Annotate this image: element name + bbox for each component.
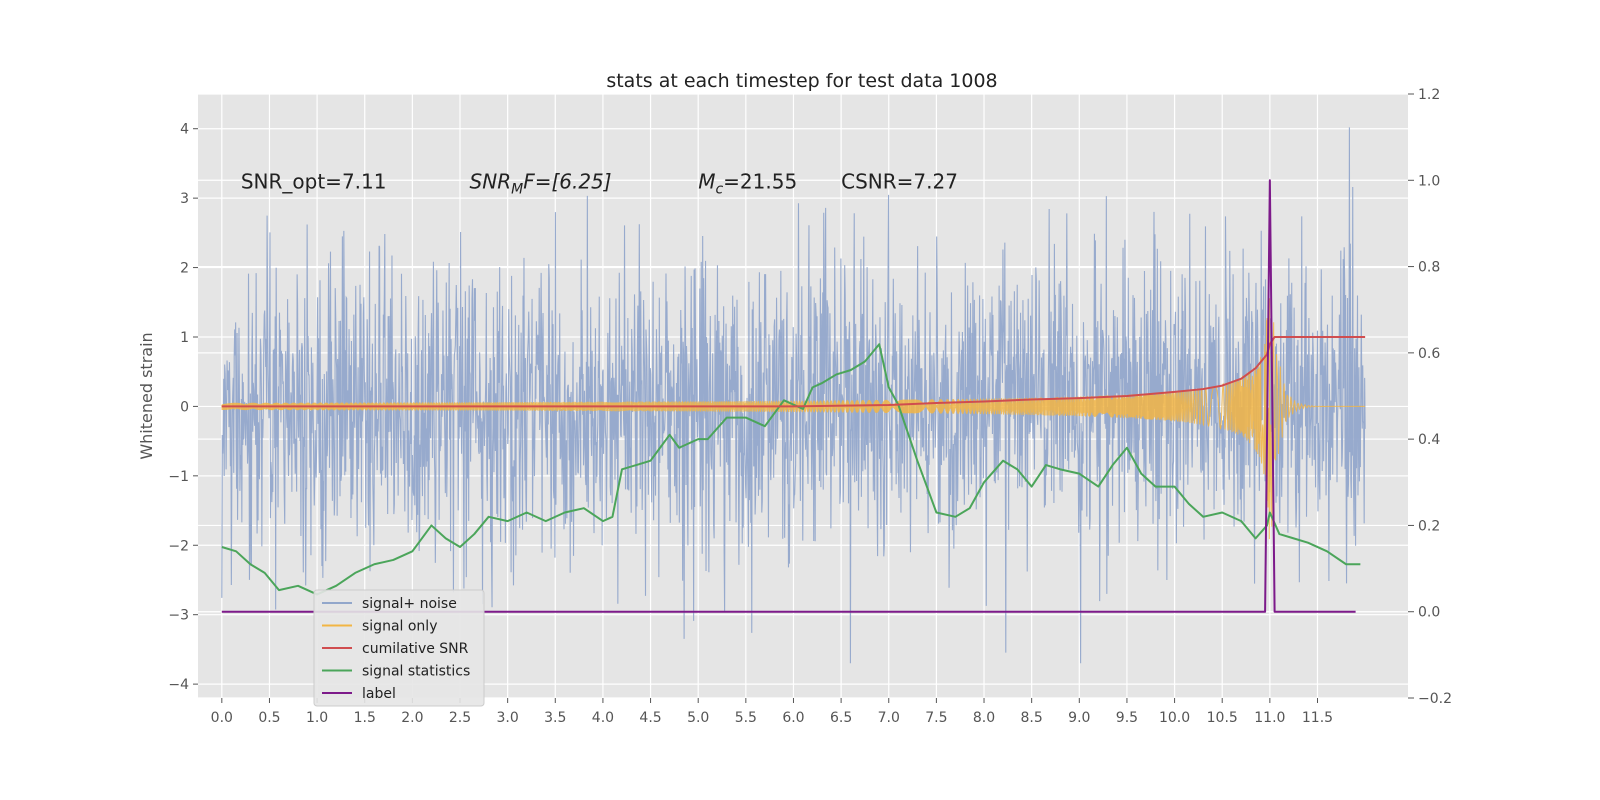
x-tick-label: 7.5 (925, 710, 947, 726)
y-axis-label: Whitened strain (137, 332, 156, 459)
chart-title: stats at each timestep for test data 100… (606, 70, 997, 92)
series-line-signal-statistics (221, 343, 1361, 596)
x-tick-label: 0.5 (258, 710, 280, 726)
annotation-text: SNRMF=[6.25] (470, 169, 612, 197)
series-signal-noise (221, 127, 1366, 664)
x-tick-label: 2.0 (401, 710, 423, 726)
y-tick-label: 2 (180, 261, 189, 277)
y-axis-left: 4 3 2 1 0 −1 −2 −3 −4 (168, 122, 198, 693)
x-tick-label: 1.5 (354, 710, 376, 726)
x-tick-label: 1.0 (306, 710, 328, 726)
annotation-subscript: c (715, 181, 723, 197)
series-lines (221, 179, 1366, 613)
x-tick-label: 5.5 (735, 710, 757, 726)
x-tick-label: 7.0 (878, 710, 900, 726)
y-tick-label: 0 (180, 399, 189, 415)
x-tick-label: 3.0 (497, 710, 519, 726)
x-tick-label: 8.5 (1021, 710, 1043, 726)
annotation-main: SNR (470, 169, 512, 193)
y2-tick-label: 0.8 (1418, 260, 1440, 276)
annotations: SNR_opt=7.11 SNRMF=[6.25] Mc=21.55 CSNR=7.2… (241, 169, 958, 197)
x-tick-label: 0.0 (211, 710, 233, 726)
annotation-text: Mc=21.55 (698, 169, 797, 197)
y-tick-label: 1 (180, 330, 189, 346)
annotation-rest: =21.55 (723, 169, 797, 193)
legend-label: label (362, 686, 396, 702)
x-tick-label: 6.5 (830, 710, 852, 726)
y2-tick-label: 1.0 (1418, 173, 1440, 189)
legend-label: cumilative SNR (362, 641, 469, 657)
legend-label: signal only (362, 619, 437, 635)
x-tick-label: 8.0 (973, 710, 995, 726)
x-tick-label: 11.0 (1254, 710, 1285, 726)
annotation-text: SNR_opt=7.11 (241, 169, 387, 193)
y2-tick-label: 0.2 (1418, 518, 1440, 534)
legend-label: signal statistics (362, 664, 470, 680)
annotation-text: CSNR=7.27 (841, 169, 958, 193)
y-axis-right: 1.2 1.0 0.8 0.6 0.4 0.2 0.0 −0.2 (1408, 87, 1452, 707)
annotation-main: M (698, 169, 715, 193)
x-tick-label: 3.5 (544, 710, 566, 726)
y2-tick-label: −0.2 (1418, 691, 1452, 707)
y-tick-label: −1 (168, 469, 189, 485)
y2-tick-label: 0.0 (1418, 605, 1440, 621)
x-tick-label: 6.0 (782, 710, 804, 726)
x-tick-label: 4.0 (592, 710, 614, 726)
x-tick-label: 11.5 (1302, 710, 1333, 726)
y2-tick-label: 0.4 (1418, 432, 1440, 448)
annotation-subscript: M (511, 181, 523, 197)
legend: signal+ noise signal only cumilative SNR si… (313, 589, 485, 707)
x-tick-label: 10.5 (1207, 710, 1238, 726)
x-tick-label: 2.5 (449, 710, 471, 726)
y-tick-label: 3 (180, 191, 189, 207)
y2-tick-label: 0.6 (1418, 346, 1440, 362)
x-tick-label: 9.0 (1068, 710, 1090, 726)
y-tick-label: −4 (168, 677, 189, 693)
y-tick-label: −3 (168, 608, 189, 624)
annotation-rest: F=[6.25] (523, 169, 611, 193)
x-tick-label: 9.5 (1116, 710, 1138, 726)
y-tick-label: −2 (168, 538, 189, 554)
y2-tick-label: 1.2 (1418, 87, 1440, 103)
x-tick-label: 4.5 (639, 710, 661, 726)
signal-noise-line (221, 127, 1366, 664)
x-axis: 0.0 0.5 1.0 1.5 2.0 2.5 3.0 3.5 4.0 4.5 5.0 5.5 6.0 6… (211, 698, 1333, 726)
y-tick-label: 4 (180, 122, 189, 138)
series-line-label (221, 179, 1356, 613)
legend-label: signal+ noise (362, 596, 457, 612)
x-tick-label: 10.0 (1159, 710, 1190, 726)
x-tick-label: 5.0 (687, 710, 709, 726)
legend-box (313, 589, 485, 707)
